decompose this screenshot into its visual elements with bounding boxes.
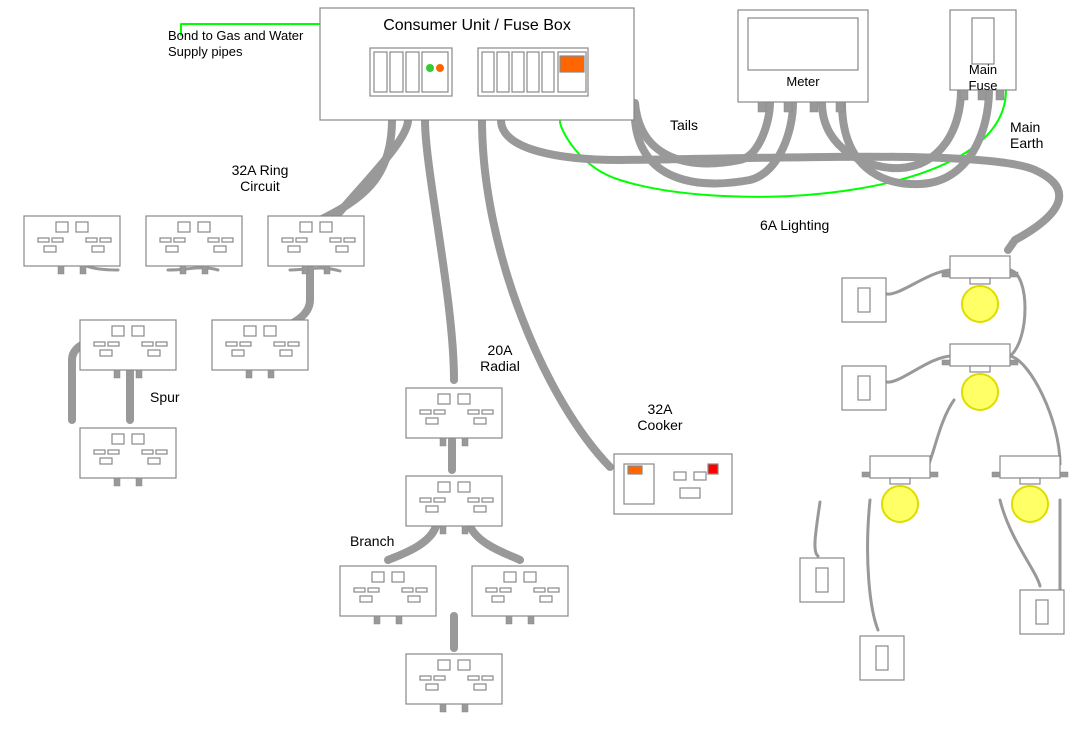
bond-label: Bond to Gas and WaterSupply pipes xyxy=(168,28,304,59)
consumer-unit-title: Consumer Unit / Fuse Box xyxy=(383,17,571,34)
lighting-label: 6A Lighting xyxy=(760,217,829,233)
radial-label: 20ARadial xyxy=(480,342,520,374)
svg-text:Meter: Meter xyxy=(786,74,820,89)
spur-label: Spur xyxy=(150,389,180,405)
branch-label: Branch xyxy=(350,533,394,549)
cooker-label: 32ACooker xyxy=(637,401,682,433)
svg-text:MainFuse: MainFuse xyxy=(969,62,998,93)
wiring-diagram: Consumer Unit / Fuse Box Meter MainFuse Bon… xyxy=(0,0,1086,731)
tails-label: Tails xyxy=(670,117,698,133)
ring-label: 32A RingCircuit xyxy=(232,162,289,194)
main-earth-label: MainEarth xyxy=(1010,119,1043,151)
